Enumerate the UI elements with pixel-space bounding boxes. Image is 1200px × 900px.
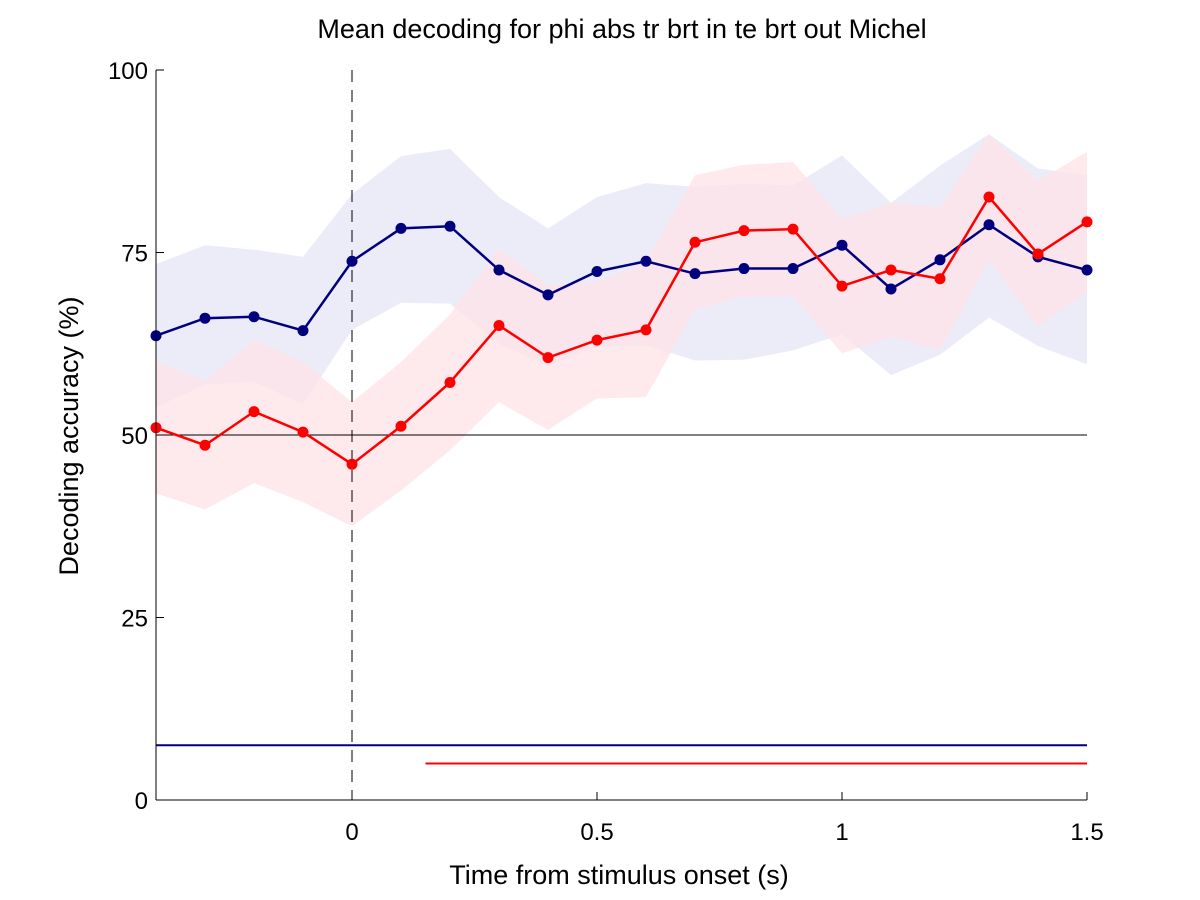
y-axis-title: Decoding accuracy (%) (54, 296, 84, 575)
series-0-line (155, 223, 1088, 337)
series-1-point (199, 439, 211, 451)
series-0-point (297, 325, 309, 337)
series-0-point (542, 289, 554, 301)
x-tick-label: 0.5 (580, 819, 613, 846)
series-1-point (836, 280, 848, 292)
series-1-point (395, 420, 407, 432)
series-0-point (346, 255, 358, 267)
x-tick-label: 1 (835, 819, 848, 846)
y-tick-label: 75 (121, 241, 148, 268)
series-0-point (493, 264, 505, 276)
x-axis-title: Time from stimulus onset (s) (449, 860, 789, 890)
y-tick-label: 0 (135, 788, 148, 815)
x-tick-label: 1.5 (1070, 819, 1103, 846)
series-1-point (689, 236, 701, 248)
series-0-point (640, 255, 652, 267)
series-lines (150, 191, 1093, 470)
series-0-point (885, 283, 897, 295)
y-tick-label: 100 (108, 58, 148, 85)
series-1-point (542, 352, 554, 364)
y-tick-label: 25 (121, 606, 148, 633)
series-0-point (199, 312, 211, 324)
series-1-point (885, 264, 897, 276)
series-1-point (297, 426, 309, 438)
series-1-point (983, 191, 995, 203)
series-0-point (591, 265, 603, 277)
series-0-point (689, 268, 701, 280)
confidence-bands (156, 134, 1087, 527)
series-1-point (493, 320, 505, 331)
series-0-point (787, 263, 799, 275)
y-tick-label: 50 (121, 423, 148, 450)
series-1-point (444, 376, 456, 388)
axes: 0 0.5 1 1.5 0 25 50 75 100 (108, 58, 1104, 846)
reference-lines (156, 70, 1087, 800)
series-1-point (934, 273, 946, 285)
series-1-band (156, 134, 1087, 527)
series-1-point (1032, 248, 1044, 260)
series-1-point (248, 406, 260, 418)
series-1-point (346, 458, 358, 470)
series-0-point (934, 254, 946, 266)
series-1-point (1081, 216, 1093, 228)
series-0-point (738, 263, 750, 275)
chart-title: Mean decoding for phi abs tr brt in te b… (317, 14, 926, 44)
series-0-point (983, 219, 995, 231)
series-1-point (738, 225, 750, 237)
series-0-point (444, 220, 456, 232)
x-tick-label: 0 (345, 819, 358, 846)
series-0-point (836, 239, 848, 251)
series-1-point (787, 223, 799, 235)
series-0-point (248, 311, 260, 323)
series-1-point (591, 334, 603, 346)
series-0-point (395, 222, 407, 234)
series-0-point (1081, 264, 1093, 276)
series-1-point (640, 324, 652, 336)
series-1-line (155, 194, 1088, 466)
